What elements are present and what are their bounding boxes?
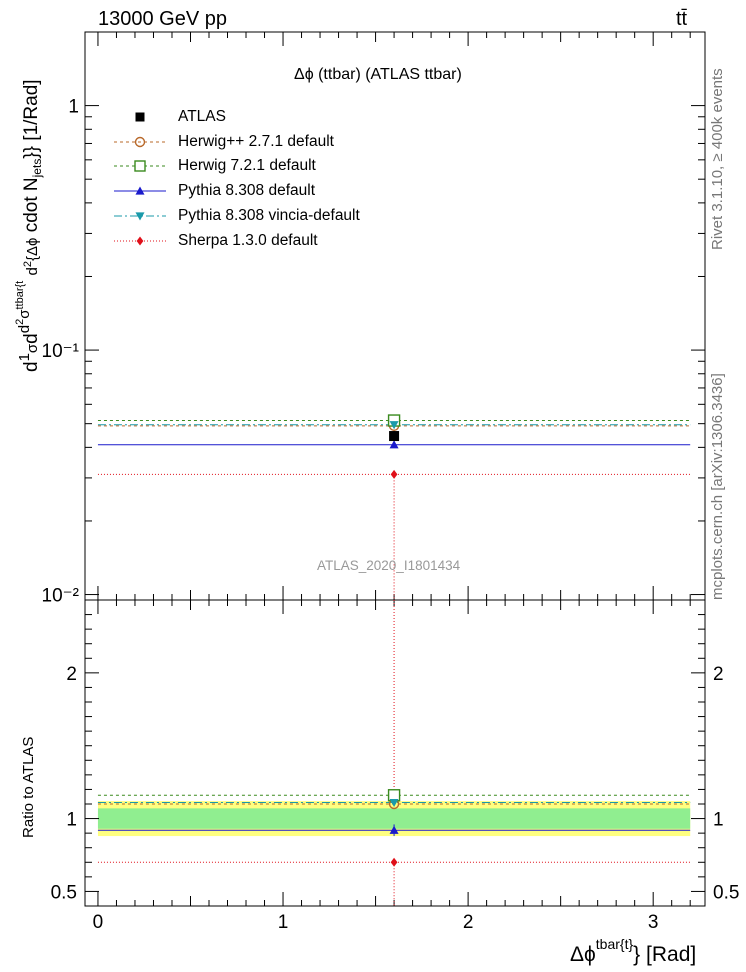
legend-entry: Pythia 8.308 default bbox=[110, 180, 410, 204]
ratio-y-tick-label-left: 1 bbox=[66, 810, 77, 831]
legend-swatch bbox=[114, 236, 166, 245]
series-marker bbox=[390, 469, 398, 479]
ratio-y-tick-label-left: 0.5 bbox=[51, 882, 77, 903]
legend-marker bbox=[134, 136, 146, 147]
main-y-tick-label: 10⁻² bbox=[42, 586, 80, 607]
ratio-y-tick-label-right: 2 bbox=[713, 664, 724, 685]
legend-swatch bbox=[114, 186, 166, 195]
ratio-y-tick-label-left: 2 bbox=[66, 664, 77, 685]
legend-swatch bbox=[114, 160, 166, 173]
legend-label: Herwig 7.2.1 default bbox=[178, 157, 316, 175]
x-tick-label: 3 bbox=[648, 912, 659, 933]
legend-label: Herwig++ 2.7.1 default bbox=[178, 132, 334, 150]
legend-marker bbox=[136, 236, 144, 245]
legend-label: Pythia 8.308 default bbox=[178, 182, 316, 200]
ratio-marker bbox=[390, 857, 398, 867]
main-y-tick-label: 1 bbox=[68, 97, 79, 118]
analysis-watermark: ATLAS_2020_I1801434 bbox=[317, 558, 461, 573]
ratio-marker bbox=[389, 825, 399, 834]
x-tick-label: 0 bbox=[93, 912, 104, 933]
series-marker bbox=[389, 440, 399, 449]
legend-label: ATLAS bbox=[178, 108, 226, 125]
ratio-frame bbox=[84, 599, 706, 907]
plot-title: Δϕ (ttbar) (ATLAS ttbar) bbox=[294, 66, 462, 83]
legend-marker bbox=[135, 212, 145, 221]
atlas-marker bbox=[389, 431, 400, 442]
legend-swatch bbox=[114, 212, 166, 221]
legend-marker bbox=[134, 160, 146, 173]
legend-entry: ATLAS bbox=[110, 106, 410, 130]
main-y-tick-label: 10⁻¹ bbox=[42, 341, 80, 362]
series-marker bbox=[389, 421, 399, 430]
energy-label: 13000 GeV pp bbox=[98, 8, 227, 30]
legend-marker bbox=[135, 186, 145, 195]
process-label: tt̄ bbox=[676, 8, 688, 30]
ratio-y-tick-label-right: 0.5 bbox=[713, 882, 739, 903]
x-tick-label: 1 bbox=[278, 912, 289, 933]
legend-swatch bbox=[114, 136, 166, 147]
ratio-y-tick-label-right: 1 bbox=[713, 810, 724, 831]
legend-entry: Sherpa 1.3.0 default bbox=[110, 230, 410, 254]
x-axis-label: Δϕtbar{t}} [Rad] bbox=[570, 936, 697, 966]
legend-entry: Herwig++ 2.7.1 default bbox=[110, 131, 410, 155]
ratio-marker bbox=[389, 798, 399, 808]
ratio-stat-band bbox=[97, 808, 691, 829]
legend-marker bbox=[135, 112, 145, 122]
legend-label: Sherpa 1.3.0 default bbox=[178, 231, 318, 249]
legend-swatch bbox=[135, 112, 145, 122]
legend-entry: Pythia 8.308 vincia-default bbox=[110, 205, 410, 229]
legend-label: Pythia 8.308 vincia-default bbox=[178, 206, 360, 224]
x-tick-label: 2 bbox=[463, 912, 474, 933]
legend-entry: Herwig 7.2.1 default bbox=[110, 155, 410, 179]
